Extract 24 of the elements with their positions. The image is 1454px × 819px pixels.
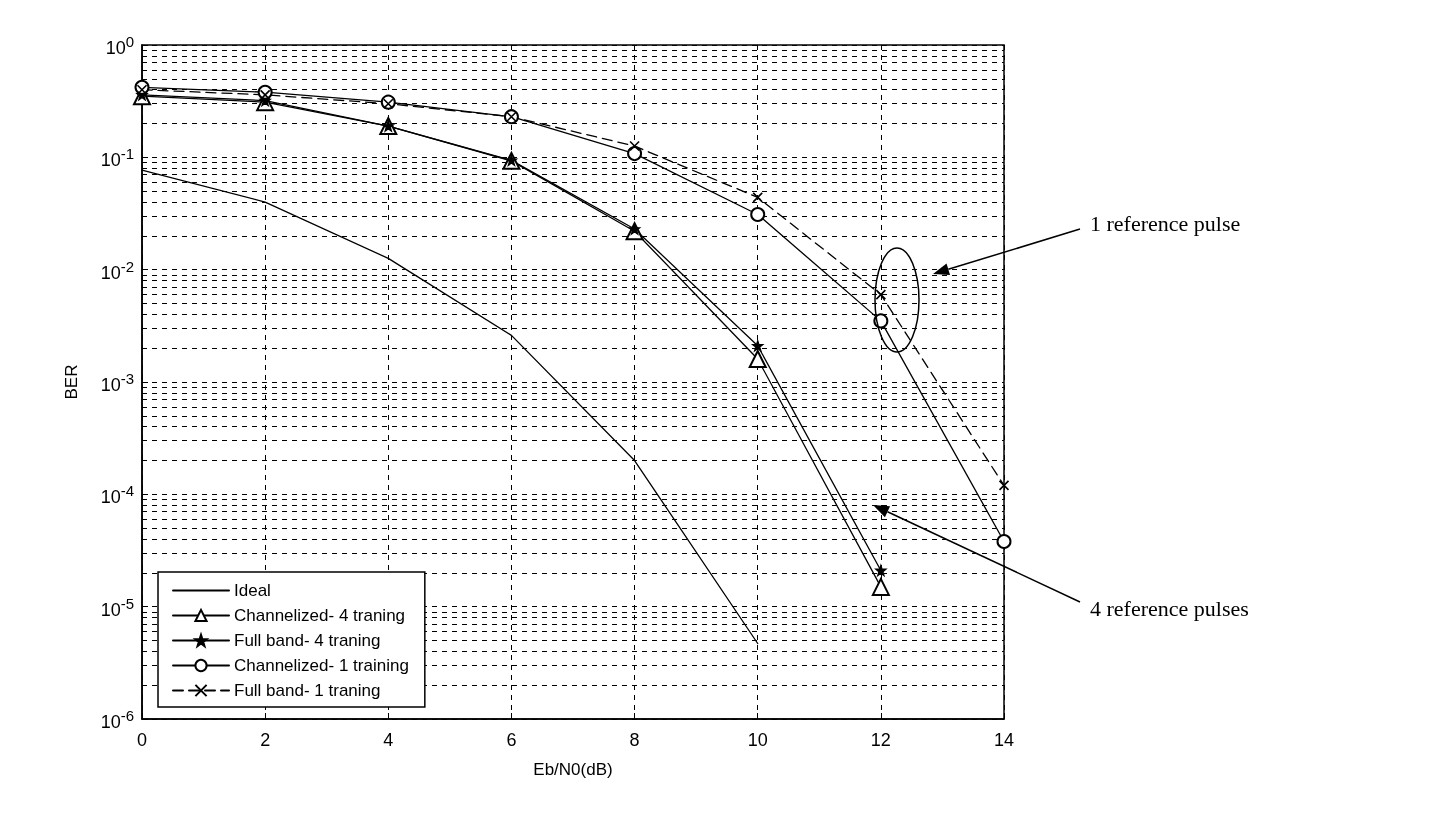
y-tick-label: 10$^{-2}$ xyxy=(100,256,134,284)
x-tick-label: 10 xyxy=(747,730,768,750)
x-tick-label: 0 xyxy=(136,730,148,750)
y-tick-label: 10$^{-6}$ xyxy=(100,706,134,733)
y-tick-label: 10$^{-4}$ xyxy=(100,481,134,509)
x-tick-label: 8 xyxy=(629,730,640,750)
x-tick-label: 12 xyxy=(870,730,891,750)
y-tick-label: 10$^{0}$ xyxy=(105,32,134,59)
x-tick-label: 4 xyxy=(383,730,394,750)
x-axis-title: Eb/N0(dB) xyxy=(533,760,613,779)
x-tick-label: 6 xyxy=(506,730,517,750)
text: 1 reference pulse xyxy=(1090,210,1241,236)
x-tick-label: 14 xyxy=(993,730,1015,750)
legend-label: Full band- 4 traning xyxy=(234,631,381,650)
y-tick-label: 10$^{-3}$ xyxy=(100,369,134,396)
x-tick-label: 2 xyxy=(260,730,271,750)
legend-label: Channelized- 1 training xyxy=(234,656,409,675)
legend-label: Ideal xyxy=(234,581,271,600)
y-tick-label: 10$^{-1}$ xyxy=(100,144,134,172)
y-axis-title: BER xyxy=(62,364,81,400)
text: 4 reference pulses xyxy=(1090,595,1249,621)
legend-label: Channelized- 4 traning xyxy=(234,606,406,625)
y-tick-label: 10$^{-5}$ xyxy=(100,593,134,621)
legend-label: Full band- 1 traning xyxy=(234,681,381,700)
